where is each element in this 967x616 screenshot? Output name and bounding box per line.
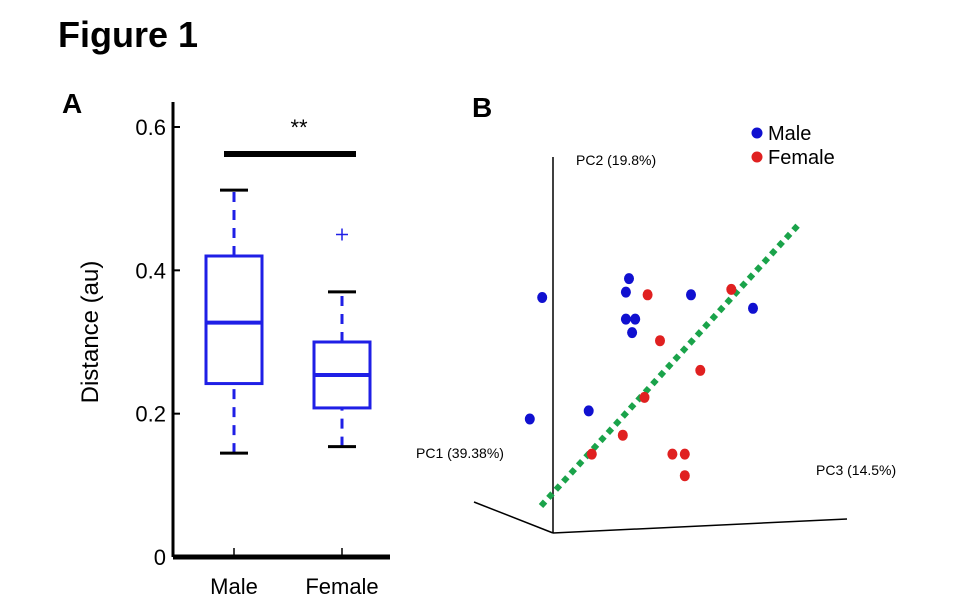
male-point bbox=[583, 405, 594, 417]
pc3-axis-label: PC3 (14.5%) bbox=[816, 462, 896, 478]
pc2-axis-label: PC2 (19.8%) bbox=[576, 152, 656, 168]
legend-label-female: Female bbox=[768, 147, 835, 169]
y-axis-title: Distance (au) bbox=[77, 261, 104, 404]
female-point bbox=[655, 335, 665, 347]
female-point bbox=[695, 364, 706, 376]
legend-label-male: Male bbox=[768, 123, 811, 145]
y-tick-label: 0 bbox=[154, 545, 166, 570]
legend-marker-female bbox=[751, 151, 763, 163]
panel-label-a: A bbox=[62, 88, 83, 119]
box-male bbox=[204, 188, 264, 455]
separator-line bbox=[538, 220, 803, 509]
pc1-axis-line bbox=[473, 501, 554, 534]
female-point bbox=[679, 448, 690, 460]
panel-label-b: B bbox=[472, 92, 493, 123]
pc3-axis-line bbox=[552, 518, 848, 534]
male-point bbox=[624, 273, 634, 285]
male-point bbox=[627, 327, 638, 339]
female-point bbox=[679, 470, 690, 482]
female-point bbox=[726, 283, 737, 295]
male-point bbox=[620, 286, 631, 298]
significance-label: ** bbox=[290, 115, 308, 140]
female-point bbox=[642, 289, 653, 301]
male-point bbox=[524, 413, 535, 425]
female-point bbox=[667, 448, 678, 460]
y-tick-label: 0.6 bbox=[135, 115, 166, 140]
x-tick-label: Female bbox=[305, 574, 378, 599]
pc1-axis-label: PC1 (39.38%) bbox=[416, 445, 504, 461]
y-tick-label: 0.2 bbox=[135, 402, 166, 427]
box-body bbox=[204, 254, 264, 386]
box-female bbox=[312, 228, 372, 449]
female-point bbox=[586, 448, 597, 460]
y-tick-label: 0.4 bbox=[135, 258, 166, 283]
male-point bbox=[630, 313, 641, 325]
legend-marker-male bbox=[751, 127, 763, 139]
male-point bbox=[686, 289, 696, 301]
male-point bbox=[537, 292, 548, 303]
figure-title: Figure 1 bbox=[58, 14, 199, 55]
x-tick-label: Male bbox=[210, 574, 258, 599]
male-point bbox=[748, 302, 758, 314]
female-point bbox=[639, 391, 650, 403]
female-point bbox=[617, 429, 628, 441]
male-point bbox=[620, 313, 631, 325]
